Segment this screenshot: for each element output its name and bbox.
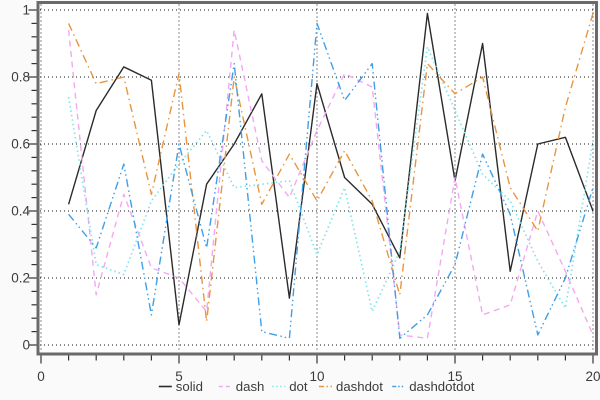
- series-dashdotdot-line: [68, 22, 594, 339]
- y-tick-label: 0.8: [11, 70, 30, 85]
- x-tick-label: 5: [175, 369, 183, 384]
- x-tick-label: 0: [37, 369, 45, 384]
- legend-label-dashdotdot: dashdotdot: [409, 379, 475, 394]
- y-tick-label: 1: [22, 3, 30, 18]
- y-tick-label: 0.2: [11, 271, 30, 286]
- series-dashdot-line: [67, 13, 594, 323]
- legend-label-solid: solid: [176, 379, 203, 394]
- x-tick-label: 10: [309, 369, 324, 384]
- y-tick-label: 0.4: [11, 204, 30, 219]
- legend-label-dashdot: dashdot: [336, 379, 383, 394]
- x-tick-label: 15: [447, 369, 462, 384]
- legend-label-dash: dash: [236, 379, 265, 394]
- series-solid-line: [67, 12, 594, 326]
- series-dash-line: [67, 29, 594, 339]
- legend-label-dot: dot: [289, 379, 308, 394]
- y-tick-label: 0.6: [11, 137, 30, 152]
- x-tick-label: 20: [585, 369, 600, 384]
- y-tick-label: 0: [22, 338, 30, 353]
